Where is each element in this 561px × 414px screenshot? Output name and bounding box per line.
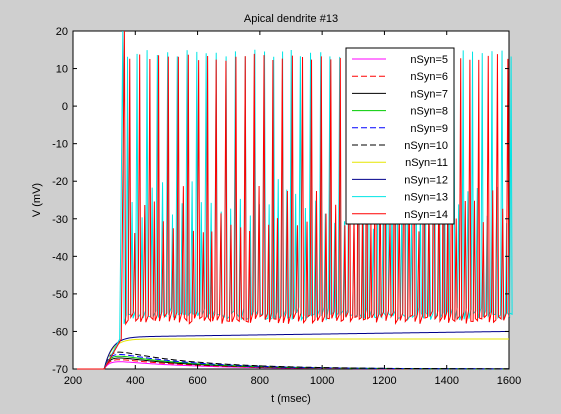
- legend-box: [345, 47, 455, 225]
- series-line-nsyn-12: [73, 330, 510, 370]
- legend-label: nSyn=7: [410, 88, 448, 100]
- y-tick-label: -10: [52, 139, 68, 151]
- x-tick-label: 200: [64, 375, 82, 387]
- y-tick-label: -50: [52, 289, 68, 301]
- axis-ticks: 200 400 600 800 1000 1200 1400 1600 20 10 0 -10 -20 -…: [52, 26, 521, 387]
- y-tick-label: -40: [52, 251, 68, 263]
- x-tick-label: 1000: [310, 375, 334, 387]
- series-line-nsyn-14: [73, 30, 510, 370]
- legend-label: nSyn=5: [410, 54, 448, 66]
- legend-label: nSyn=9: [410, 123, 448, 135]
- x-tick-label: 400: [126, 375, 144, 387]
- x-tick-label: 1400: [434, 375, 458, 387]
- series-line-nsyn-10: [73, 351, 509, 370]
- y-tick-label: 10: [56, 64, 68, 76]
- y-tick-label: 0: [62, 101, 68, 113]
- chart-title: Apical dendrite #13: [244, 13, 338, 25]
- x-tick-label: 800: [251, 375, 269, 387]
- legend-label: nSyn=14: [404, 209, 448, 221]
- legend: nSyn=5 nSyn=6 nSyn=7 nSyn=8 nSyn=9 nSyn=10 nSy…: [345, 47, 455, 225]
- x-axis-label: t (msec): [271, 393, 311, 405]
- legend-label: nSyn=13: [404, 192, 448, 204]
- legend-label: nSyn=8: [410, 106, 448, 118]
- y-tick-label: 20: [56, 26, 68, 38]
- series-line-nsyn-13: [73, 30, 513, 370]
- legend-label: nSyn=11: [405, 157, 448, 169]
- y-axis-label: V (mV): [31, 183, 43, 217]
- y-tick-label: -60: [52, 326, 68, 338]
- x-tick-label: 600: [188, 375, 206, 387]
- legend-label: nSyn=12: [404, 174, 448, 186]
- y-tick-label: -20: [52, 176, 68, 188]
- x-tick-label: 1600: [497, 375, 521, 387]
- legend-label: nSyn=10: [404, 140, 448, 152]
- y-tick-label: -70: [52, 364, 68, 376]
- legend-label: nSyn=6: [410, 71, 448, 83]
- traces: [73, 30, 513, 370]
- y-tick-label: -30: [52, 214, 68, 226]
- x-tick-label: 1200: [372, 375, 396, 387]
- series-line-nsyn-11: [73, 338, 509, 370]
